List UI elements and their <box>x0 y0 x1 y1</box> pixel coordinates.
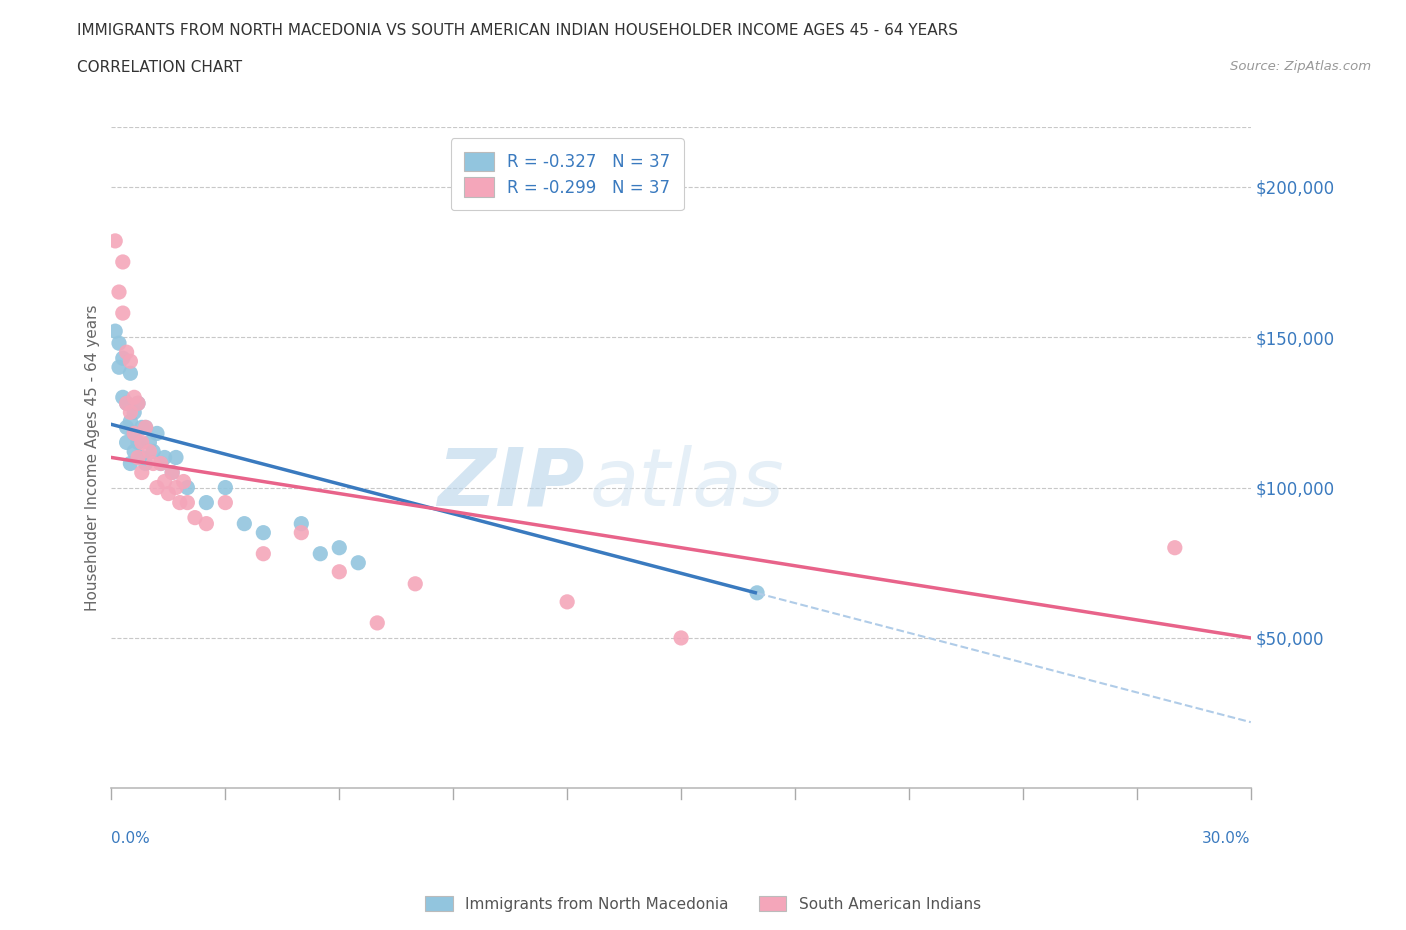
Point <box>127 450 149 465</box>
Point <box>111 390 134 405</box>
Point <box>146 426 169 441</box>
Point <box>157 486 180 501</box>
Point <box>252 546 274 561</box>
Point <box>120 456 142 471</box>
Point <box>328 565 350 579</box>
Point <box>115 420 138 435</box>
Point <box>176 495 198 510</box>
Point <box>115 435 138 450</box>
Point <box>120 353 142 368</box>
Point <box>111 255 134 270</box>
Point <box>214 495 236 510</box>
Point <box>290 525 312 540</box>
Point <box>120 414 142 429</box>
Point <box>347 555 370 570</box>
Point <box>745 585 768 600</box>
Point <box>555 594 578 609</box>
Point <box>111 351 134 365</box>
Point <box>108 285 131 299</box>
Point <box>669 631 692 645</box>
Text: IMMIGRANTS FROM NORTH MACEDONIA VS SOUTH AMERICAN INDIAN HOUSEHOLDER INCOME AGES: IMMIGRANTS FROM NORTH MACEDONIA VS SOUTH… <box>77 23 959 38</box>
Point <box>165 480 187 495</box>
Point <box>131 435 153 450</box>
Point <box>111 306 134 321</box>
Point <box>104 324 127 339</box>
Point <box>135 420 157 435</box>
Point <box>214 480 236 495</box>
Point <box>233 516 256 531</box>
Point <box>131 465 153 480</box>
Point <box>404 577 426 591</box>
Point <box>115 345 138 360</box>
Point <box>153 474 176 489</box>
Point <box>290 516 312 531</box>
Point <box>309 546 332 561</box>
Point <box>146 480 169 495</box>
Point <box>104 233 127 248</box>
Point <box>108 336 131 351</box>
Point <box>149 456 172 471</box>
Point <box>135 420 157 435</box>
Text: 0.0%: 0.0% <box>111 831 150 846</box>
Point <box>252 525 274 540</box>
Point <box>160 465 183 480</box>
Point <box>142 444 165 458</box>
Point <box>122 426 145 441</box>
Y-axis label: Householder Income Ages 45 - 64 years: Householder Income Ages 45 - 64 years <box>86 304 100 611</box>
Text: Source: ZipAtlas.com: Source: ZipAtlas.com <box>1230 60 1371 73</box>
Point <box>149 456 172 471</box>
Point <box>173 474 195 489</box>
Point <box>122 426 145 441</box>
Point <box>1164 540 1187 555</box>
Point <box>169 495 191 510</box>
Point <box>122 405 145 419</box>
Point <box>127 396 149 411</box>
Legend: R = -0.327   N = 37, R = -0.299   N = 37: R = -0.327 N = 37, R = -0.299 N = 37 <box>450 139 683 210</box>
Point <box>131 450 153 465</box>
Legend: Immigrants from North Macedonia, South American Indians: Immigrants from North Macedonia, South A… <box>419 889 987 918</box>
Point <box>138 444 160 458</box>
Point <box>142 456 165 471</box>
Point <box>165 450 187 465</box>
Point <box>135 456 157 471</box>
Point <box>122 390 145 405</box>
Point <box>160 465 183 480</box>
Point <box>115 396 138 411</box>
Point <box>195 516 218 531</box>
Point <box>131 420 153 435</box>
Point <box>115 396 138 411</box>
Point <box>176 480 198 495</box>
Text: atlas: atlas <box>591 445 785 523</box>
Point <box>184 511 207 525</box>
Text: CORRELATION CHART: CORRELATION CHART <box>77 60 242 75</box>
Point <box>120 365 142 380</box>
Point <box>153 450 176 465</box>
Point <box>366 616 388 631</box>
Point <box>127 435 149 450</box>
Point <box>122 444 145 458</box>
Point <box>138 435 160 450</box>
Point <box>127 396 149 411</box>
Point <box>108 360 131 375</box>
Point <box>328 540 350 555</box>
Point <box>195 495 218 510</box>
Text: ZIP: ZIP <box>437 445 585 523</box>
Point <box>120 405 142 419</box>
Text: 30.0%: 30.0% <box>1202 831 1251 846</box>
